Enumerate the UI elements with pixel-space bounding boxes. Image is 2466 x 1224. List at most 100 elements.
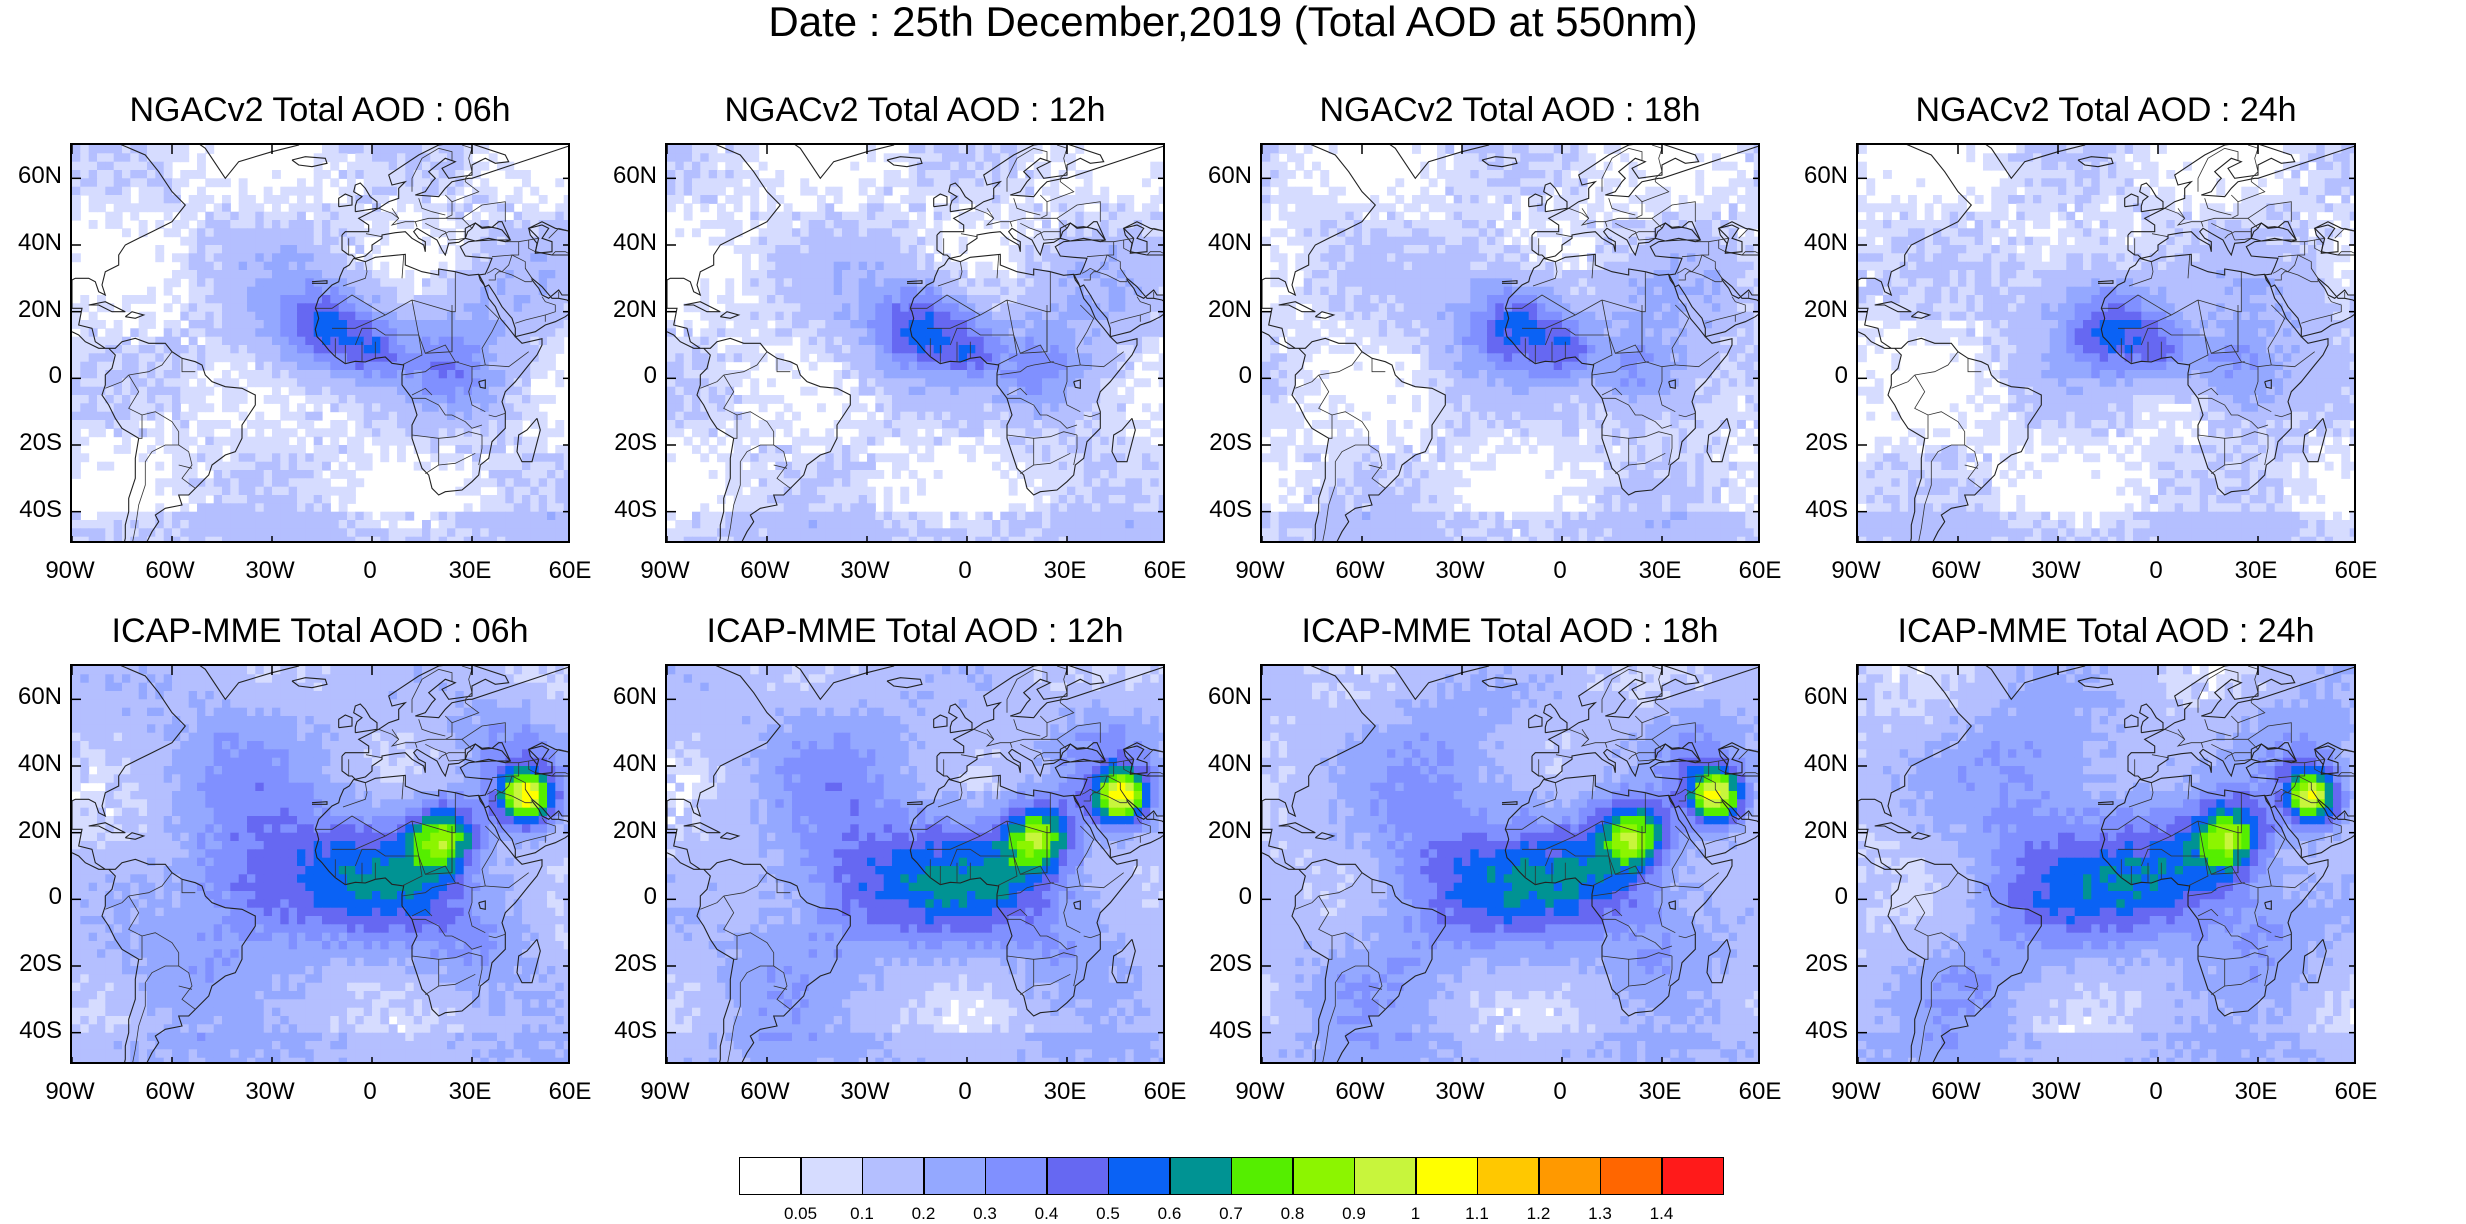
aod-cell [1362, 203, 1371, 212]
aod-cell [380, 320, 389, 329]
aod-cell [1067, 345, 1076, 354]
aod-cell [239, 203, 248, 212]
aod-cell [180, 178, 189, 187]
aod-cell [784, 537, 793, 543]
aod-cell [1084, 520, 1093, 529]
aod-cell [1637, 220, 1646, 229]
aod-cell [817, 328, 826, 337]
aod-cell [372, 328, 381, 337]
aod-cell [1295, 203, 1304, 212]
aod-cell [214, 287, 223, 296]
aod-cell [759, 278, 768, 287]
aod-cell [464, 370, 473, 379]
aod-cell [389, 328, 398, 337]
aod-cell [1745, 220, 1754, 229]
aod-cell [809, 537, 818, 543]
aod-cell [859, 337, 868, 346]
aod-cell [272, 453, 281, 462]
aod-cell [547, 270, 556, 279]
aod-cell [1067, 312, 1076, 321]
aod-cell [1075, 212, 1084, 221]
aod-cell [909, 537, 918, 543]
aod-cell [264, 362, 273, 371]
aod-cell [717, 412, 726, 421]
aod-cell [522, 278, 531, 287]
aod-cell [89, 312, 98, 321]
aod-cell [1470, 170, 1479, 179]
aod-cell [775, 228, 784, 237]
aod-cell [1017, 537, 1026, 543]
aod-cell [1017, 395, 1026, 404]
aod-cell [942, 370, 951, 379]
aod-cell [809, 320, 818, 329]
aod-cell [1000, 187, 1009, 196]
aod-cell [1159, 328, 1165, 337]
aod-cell [264, 220, 273, 229]
aod-cell [272, 478, 281, 487]
aod-cell [692, 420, 701, 429]
aod-cell [214, 487, 223, 496]
aod-cell [122, 412, 131, 421]
aod-cell [892, 287, 901, 296]
aod-cell [405, 187, 414, 196]
aod-cell [1042, 428, 1051, 437]
aod-cell [505, 420, 514, 429]
aod-cell [917, 528, 926, 537]
lat-tick-label: 60N [10, 164, 62, 188]
aod-cell [1579, 153, 1588, 162]
aod-cell [834, 253, 843, 262]
aod-cell [859, 178, 868, 187]
aod-cell [505, 462, 514, 471]
aod-cell [430, 428, 439, 437]
aod-cell [564, 478, 570, 487]
aod-cell [775, 487, 784, 496]
aod-cell [372, 295, 381, 304]
aod-cell [355, 420, 364, 429]
aod-cell [239, 478, 248, 487]
aod-cell [539, 353, 548, 362]
aod-cell [850, 212, 859, 221]
aod-cell [230, 237, 239, 246]
aod-cell [1075, 495, 1084, 504]
aod-cell [709, 312, 718, 321]
aod-cell [464, 312, 473, 321]
aod-cell [1075, 228, 1084, 237]
aod-cell [684, 528, 693, 537]
aod-cell [364, 412, 373, 421]
aod-cell [959, 370, 968, 379]
aod-cell [984, 403, 993, 412]
aod-cell [950, 537, 959, 543]
aod-cell [692, 178, 701, 187]
aod-cell [959, 528, 968, 537]
aod-cell [850, 512, 859, 521]
aod-cell [322, 145, 331, 154]
aod-cell [464, 262, 473, 271]
aod-cell [214, 303, 223, 312]
aod-cell [97, 170, 106, 179]
aod-cell [884, 378, 893, 387]
aod-cell [909, 362, 918, 371]
aod-cell [1025, 153, 1034, 162]
aod-cell [1075, 345, 1084, 354]
aod-cell [114, 220, 123, 229]
aod-cell [1712, 203, 1721, 212]
aod-cell [464, 412, 473, 421]
aod-cell [72, 528, 81, 537]
aod-cell [734, 512, 743, 521]
aod-cell [875, 295, 884, 304]
aod-cell [514, 212, 523, 221]
aod-cell [172, 153, 181, 162]
aod-cell [472, 195, 481, 204]
aod-field [72, 145, 570, 543]
aod-cell [239, 187, 248, 196]
aod-cell [414, 362, 423, 371]
aod-cell [1009, 478, 1018, 487]
aod-cell [667, 203, 676, 212]
aod-cell [800, 353, 809, 362]
aod-cell [472, 537, 481, 543]
aod-cell [397, 428, 406, 437]
aod-cell [147, 320, 156, 329]
aod-cell [247, 503, 256, 512]
aod-cell [530, 470, 539, 479]
aod-cell [950, 428, 959, 437]
